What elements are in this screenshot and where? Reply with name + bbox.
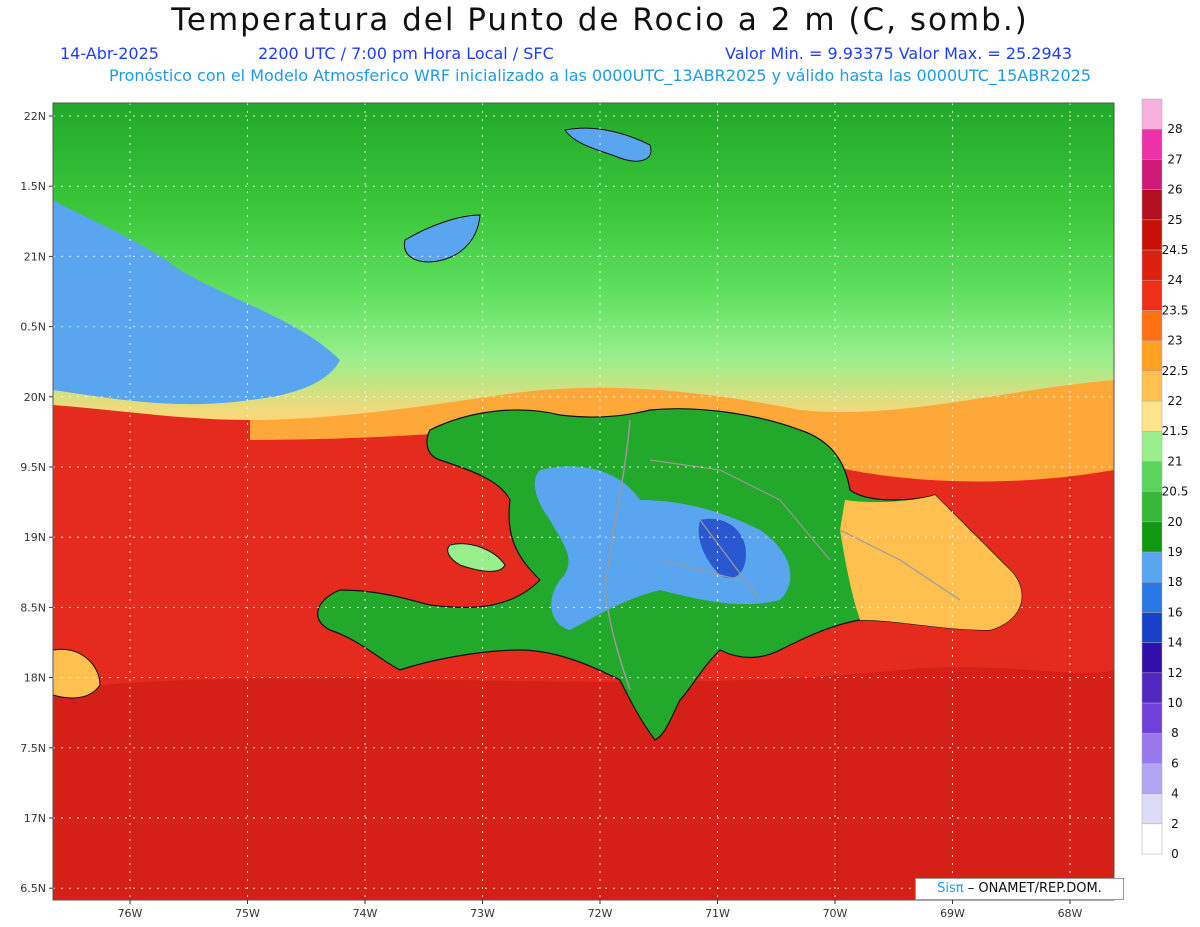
cordillera-central (534, 466, 791, 630)
colorbar-cell (1141, 219, 1163, 251)
colorbar-tick-label: 12 (1167, 666, 1182, 680)
colorbar-labels: 2827262524.52423.52322.52221.52120.52019… (1162, 122, 1189, 861)
colorbar-tick-label: 22.5 (1162, 364, 1189, 378)
province-borders (649, 459, 961, 601)
colorbar-cell (1141, 461, 1163, 492)
colorbar-cell (1141, 400, 1163, 432)
lat-label: 8.5N (20, 601, 46, 614)
lat-label: 22N (24, 110, 46, 123)
colorbar-tick-label: 16 (1167, 605, 1182, 619)
lon-label: 75W (235, 907, 260, 920)
island-turks (564, 127, 652, 162)
colorbar-tick-label: 4 (1171, 787, 1179, 801)
island-inagua (403, 214, 481, 263)
colorbar-tick-label: 10 (1167, 696, 1182, 710)
colorbar-tick-label: 27 (1167, 152, 1182, 166)
colorbar-cell (1141, 249, 1163, 281)
colorbar-tick-label: 24.5 (1162, 243, 1189, 257)
colorbar-cell (1141, 370, 1163, 402)
dewpoint-map: 22N 1.5N 21N 0.5N 20N 9.5N 19N 8.5N 18N 7.5N 17N 6.… (20, 102, 1115, 920)
lat-label: 18N (24, 672, 46, 685)
sispi-logo: Sisπ (937, 881, 964, 896)
colorbar-tick-label: 23.5 (1162, 303, 1189, 317)
colorbar-tick-label: 21 (1167, 454, 1182, 468)
lon-label: 74W (353, 907, 378, 920)
latitude-labels: 22N 1.5N 21N 0.5N 20N 9.5N 19N 8.5N 18N 7.5N 17N 6.… (20, 110, 53, 895)
colorbar-cell (1141, 521, 1163, 553)
value-min-max: Valor Min. = 9.93375 Valor Max. = 25.294… (725, 44, 1073, 63)
lat-label: 6.5N (20, 882, 46, 895)
colorbar-cell (1141, 551, 1163, 583)
model-info: Pronóstico con el Modelo Atmosferico WRF… (108, 66, 1091, 85)
jamaica-east (53, 648, 101, 699)
colorbar-tick-label: 24 (1167, 273, 1182, 287)
colorbar-cell (1141, 430, 1163, 462)
colorbar-cell (1141, 159, 1163, 190)
cuba-east (53, 200, 340, 405)
lat-label: 19N (24, 531, 46, 544)
lat-label: 0.5N (20, 321, 46, 334)
colorbar-cell (1141, 612, 1163, 643)
colorbar-tick-label: 18 (1167, 575, 1182, 589)
colorbar-tick-label: 25 (1167, 213, 1182, 227)
colorbar-cell (1141, 340, 1163, 372)
lon-label: 70W (823, 907, 848, 920)
lon-label: 73W (470, 907, 495, 920)
colorbar-tick-label: 19 (1167, 545, 1182, 559)
colorbar: 2827262524.52423.52322.52221.52120.52019… (1141, 98, 1189, 861)
longitude-labels: 76W 75W 74W 73W 72W 71W 70W 69W 68W (118, 900, 1083, 920)
colorbar-tick-label: 8 (1171, 726, 1179, 740)
lat-label: 9.5N (20, 461, 46, 474)
colorbar-cell (1141, 128, 1163, 160)
colorbar-cell (1141, 581, 1163, 613)
lon-label: 76W (118, 907, 143, 920)
lon-label: 68W (1058, 907, 1083, 920)
map-frame (52, 102, 1115, 901)
forecast-date: 14-Abr-2025 (60, 44, 159, 63)
colorbar-tick-label: 20.5 (1162, 485, 1189, 499)
lon-label: 69W (940, 907, 965, 920)
colorbar-cell (1141, 310, 1163, 341)
forecast-time: 2200 UTC / 7:00 pm Hora Local / SFC (258, 44, 554, 63)
colorbar-cell (1141, 642, 1163, 674)
colorbar-tick-label: 23 (1167, 334, 1182, 348)
colorbar-cells (1141, 98, 1163, 855)
northern-moist-region (53, 103, 1114, 420)
island-gonave (447, 543, 506, 572)
colorbar-tick-label: 22 (1167, 394, 1182, 408)
colorbar-cell (1141, 672, 1163, 704)
colorbar-cell (1141, 702, 1163, 734)
lat-label: 20N (24, 391, 46, 404)
colorbar-tick-label: 2 (1171, 817, 1179, 831)
colorbar-cell (1141, 279, 1163, 311)
credit-box: Sisπ – ONAMET/REP.DOM. (915, 878, 1124, 900)
colorbar-cell (1141, 763, 1163, 794)
chart-title: Temperatura del Punto de Rocio a 2 m (C,… (171, 2, 1029, 38)
lat-label: 17N (24, 812, 46, 825)
southern-band (53, 667, 1114, 900)
lat-lon-grid (53, 103, 1114, 900)
colorbar-cell (1141, 491, 1163, 523)
colorbar-tick-label: 6 (1171, 756, 1179, 770)
lon-label: 72W (588, 907, 613, 920)
colorbar-cell (1141, 189, 1163, 221)
colorbar-cell (1141, 98, 1163, 130)
credit-text: – ONAMET/REP.DOM. (967, 881, 1102, 896)
colorbar-tick-label: 21.5 (1162, 424, 1189, 438)
colorbar-tick-label: 14 (1167, 636, 1182, 650)
lat-label: 21N (24, 250, 46, 263)
colorbar-cell (1141, 793, 1163, 825)
eastern-plain (840, 495, 1022, 630)
haiti-dr-border (604, 419, 631, 691)
lat-label: 1.5N (20, 180, 46, 193)
colorbar-tick-label: 0 (1171, 847, 1179, 861)
lat-label: 7.5N (20, 742, 46, 755)
colorbar-tick-label: 20 (1167, 515, 1182, 529)
colorbar-tick-label: 28 (1167, 122, 1182, 136)
colorbar-tick-label: 26 (1167, 183, 1182, 197)
colorbar-cell (1141, 732, 1163, 764)
colorbar-cell (1141, 823, 1163, 855)
lon-label: 71W (705, 907, 730, 920)
